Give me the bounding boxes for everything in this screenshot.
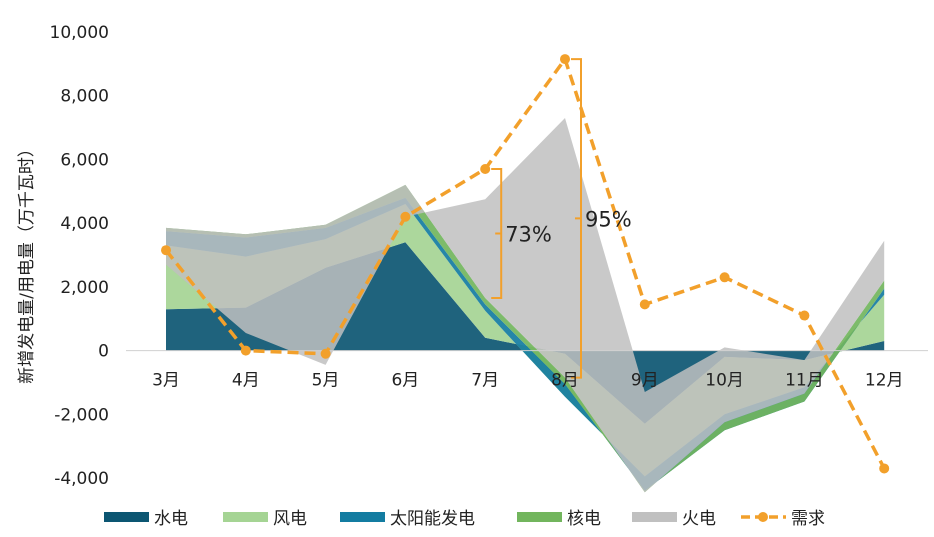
series-line-需求 [164,55,886,470]
area-layer [166,118,885,493]
y-tick-label: 4,000 [60,214,109,234]
y-axis-label: 新增发电量/用电量（万千瓦时） [17,140,37,384]
share-annotation: 95% [585,207,632,231]
y-tick-label: 8,000 [60,87,109,107]
area-核电 [166,184,885,493]
share-bracket [491,167,503,300]
x-tick-label: 7月 [471,371,499,391]
x-tick-label: 9月 [631,371,659,391]
data-point-需求 [480,163,491,174]
data-point-需求 [719,272,730,283]
data-point-需求 [240,345,251,356]
data-point-需求 [320,348,331,359]
x-tick-label: 8月 [551,371,579,391]
x-axis-ticks: 3月 4月 5月 6月 7月 8月 9月 10月 11月 12月 [152,371,903,391]
y-tick-label: 2,000 [60,278,109,298]
x-tick-label: 6月 [391,371,419,391]
y-tick-label: -4,000 [54,469,109,489]
annotations: 73% 95% [505,207,631,246]
x-tick-label: 12月 [865,371,904,391]
x-tick-label: 3月 [152,371,180,391]
y-tick-label: 10,000 [50,23,109,43]
legend-swatch-火电 [632,512,677,522]
legend-label: 水电 [154,509,188,529]
legend-marker-需求 [758,512,768,522]
share-brackets [491,58,582,379]
legend-label: 太阳能发电 [390,509,475,529]
legend-swatch-太阳能发电 [340,512,385,522]
y-tick-label: -2,000 [54,405,109,425]
y-tick-label: 0 [98,342,109,362]
data-point-需求 [879,463,890,474]
demand-line-layer [161,54,890,474]
share-bracket [571,58,582,379]
x-tick-label: 11月 [785,371,824,391]
legend-swatch-风电 [223,512,268,522]
legend-label: 风电 [273,509,307,529]
share-annotation: 73% [505,222,552,246]
area-太阳能发电 [166,197,885,491]
data-point-需求 [799,310,810,321]
y-axis-ticks: -4,000 -2,000 0 2,000 4,000 6,000 8,000 10,000 [50,23,109,489]
data-point-需求 [161,245,171,256]
x-tick-label: 5月 [312,371,340,391]
legend-label: 火电 [682,509,716,529]
y-tick-label: 6,000 [60,150,109,170]
data-point-需求 [639,299,650,310]
legend-swatch-水电 [104,512,149,522]
legend-label: 需求 [791,509,825,529]
data-point-需求 [560,54,570,65]
legend-label: 核电 [567,509,601,529]
x-tick-label: 4月 [232,371,260,391]
x-tick-label: 10月 [705,371,744,391]
data-point-需求 [400,211,411,222]
area-火电 [166,118,885,493]
legend: 水电 风电 太阳能发电 核电 火电 需求 [104,509,825,529]
legend-swatch-核电 [517,512,562,522]
